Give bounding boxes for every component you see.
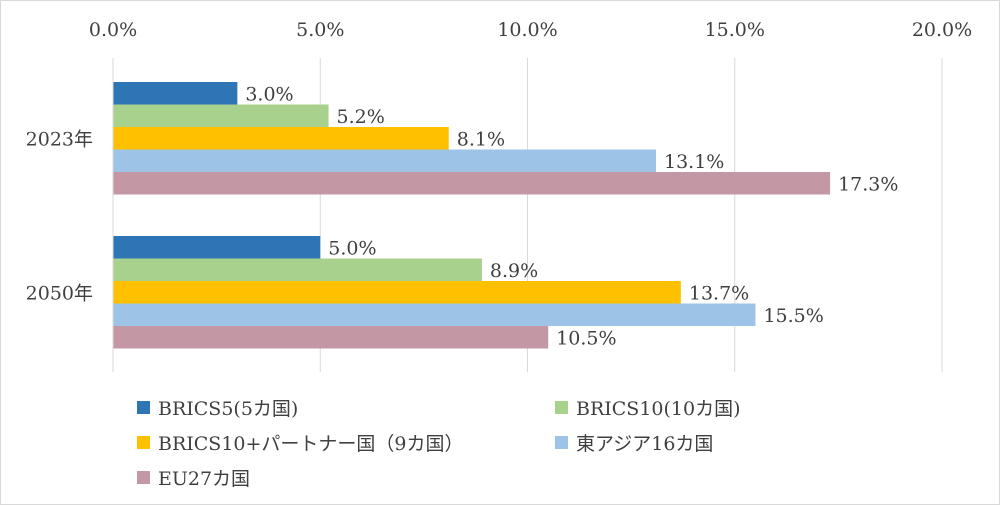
bar <box>113 236 321 259</box>
x-tick-label: 0.0% <box>89 19 137 41</box>
data-labels: 3.0% 5.2% 8.1% 13.1% 17.3% 5.0% 8.9% 13.7% 15.5%… <box>245 83 898 349</box>
bar <box>113 127 449 150</box>
category-label: 2023年 <box>26 128 93 150</box>
legend-swatch <box>137 471 150 484</box>
bar <box>113 303 756 326</box>
bar <box>113 326 549 349</box>
legend-swatch <box>555 401 568 414</box>
data-label: 13.7% <box>689 282 749 304</box>
data-label: 5.2% <box>337 106 385 128</box>
legend-swatch <box>137 436 150 449</box>
legend-label: EU27カ国 <box>158 468 250 490</box>
bars <box>113 82 831 349</box>
legend-swatch <box>555 436 568 449</box>
category-labels: 2023年 2050年 <box>26 128 93 304</box>
bar <box>113 149 656 172</box>
data-label: 17.3% <box>838 173 898 195</box>
data-label: 10.5% <box>556 327 616 349</box>
data-label: 8.1% <box>457 128 505 150</box>
legend: BRICS5(5カ国) BRICS10(10カ国) BRICS10+パートナー国（9… <box>137 398 741 490</box>
data-label: 8.9% <box>490 260 538 282</box>
category-label: 2050年 <box>26 282 93 304</box>
bar <box>113 104 329 127</box>
legend-label: BRICS5(5カ国) <box>158 398 298 420</box>
bar <box>113 281 681 304</box>
x-tick-label: 5.0% <box>296 19 344 41</box>
bar <box>113 82 238 105</box>
bar <box>113 258 482 281</box>
data-label: 5.0% <box>328 237 376 259</box>
data-label: 15.5% <box>763 305 823 327</box>
bar <box>113 172 831 195</box>
legend-label: 東アジア16カ国 <box>576 433 713 455</box>
legend-label: BRICS10(10カ国) <box>576 398 741 420</box>
legend-label: BRICS10+パートナー国（9カ国） <box>158 433 464 455</box>
x-tick-label: 10.0% <box>497 19 557 41</box>
data-label: 3.0% <box>245 83 293 105</box>
data-label: 13.1% <box>664 151 724 173</box>
x-tick-label: 15.0% <box>705 19 765 41</box>
x-tick-label: 20.0% <box>912 19 972 41</box>
x-axis-ticks: 0.0% 5.0% 10.0% 15.0% 20.0% <box>89 19 972 41</box>
legend-swatch <box>137 401 150 414</box>
